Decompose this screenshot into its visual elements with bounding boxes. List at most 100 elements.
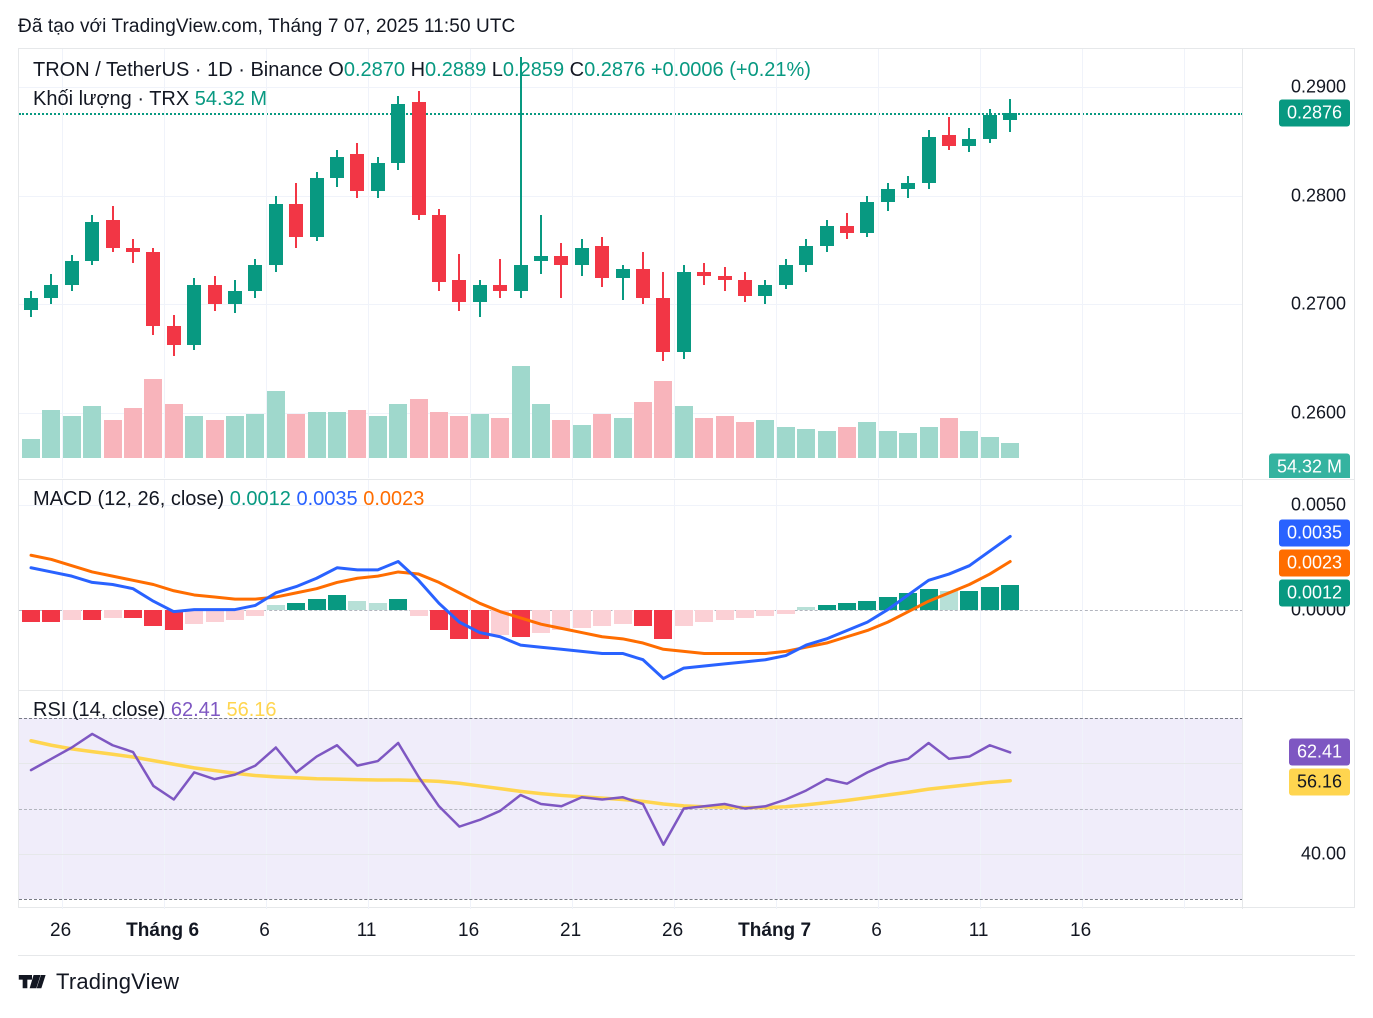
macd-histogram-bar (205, 609, 224, 623)
close-label: C (569, 59, 585, 81)
volume-bar (246, 414, 265, 458)
price-axis-label: 0.2800 (1290, 185, 1346, 206)
volume-bar (736, 422, 754, 458)
candle-body (778, 265, 793, 285)
footer: TradingView (18, 968, 179, 996)
time-axis-tick: 11 (968, 920, 989, 941)
volume-bar (980, 437, 999, 458)
macd-histogram-bar (756, 609, 775, 616)
grid-line (164, 691, 165, 909)
macd-line-value: 0.0035 (296, 488, 358, 510)
grid-line (1082, 49, 1083, 478)
time-axis[interactable]: 26 Tháng 6 6 11 16 21 26 Tháng 7 6 11 16 (18, 908, 1355, 956)
candle-body (432, 215, 446, 283)
macd-histogram-bar (368, 603, 387, 610)
macd-histogram-bar (858, 601, 877, 610)
grid-line (980, 691, 981, 909)
price-pane: 0.2900 0.2800 0.2700 0.2600 0.2876 54.32 M TR… (19, 49, 1354, 478)
macd-histogram-bar (593, 609, 612, 627)
candle-body (636, 269, 650, 298)
volume-bar (858, 422, 877, 458)
macd-hist-value: 0.0012 (229, 488, 291, 510)
grid-line (1184, 691, 1185, 909)
volume-bar (593, 414, 612, 458)
rsi-line (29, 732, 1012, 846)
macd-histogram-bar (287, 603, 306, 610)
candle-body (207, 284, 222, 305)
macd-histogram-bar (185, 609, 204, 625)
chart-container: 0.2900 0.2800 0.2700 0.2600 0.2876 54.32 M TR… (18, 48, 1355, 909)
candle-body (248, 265, 263, 292)
macd-histogram-bar (1001, 584, 1020, 610)
symbol-label[interactable]: TRON / TetherUS · 1D · Binance (33, 59, 323, 81)
rsi-grid-line (19, 808, 1243, 810)
candle-body (513, 265, 528, 292)
candle-body (819, 226, 834, 246)
grid-line (572, 49, 573, 478)
volume-bar (654, 380, 673, 458)
grid-line (776, 480, 777, 690)
rsi-grid-line (19, 763, 1243, 765)
candle-body (452, 280, 467, 303)
rsi-plot-area[interactable] (19, 691, 1243, 909)
volume-bar (899, 432, 918, 458)
credit-line: Đã tạo với TradingView.com, Tháng 7 07, … (18, 16, 516, 37)
volume-bar (878, 430, 897, 458)
brand-name: TradingView (56, 969, 180, 994)
macd-histogram-bar (532, 609, 550, 633)
time-axis-tick: 11 (356, 920, 377, 941)
volume-badge: 54.32 M (1268, 453, 1350, 478)
macd-histogram-bar (430, 609, 448, 631)
candle-body (840, 226, 854, 233)
rsi-ma-line (29, 738, 1012, 810)
candle-body (738, 280, 752, 296)
price-legend: TRON / TetherUS · 1D · Binance O0.2870 H… (33, 57, 811, 83)
rsi-axis-label: 40.00 (1300, 843, 1346, 864)
price-axis-label: 0.2900 (1290, 76, 1346, 97)
volume-legend: Khối lượng · TRX 54.32 M (33, 86, 267, 112)
grid-line (1082, 691, 1083, 909)
volume-bar (613, 418, 632, 458)
volume-bar (695, 418, 714, 458)
candle-wick (519, 56, 522, 298)
price-plot-area[interactable] (19, 49, 1243, 478)
candle-body (534, 256, 548, 261)
volume-bar (328, 412, 346, 458)
macd-histogram-bar (797, 607, 816, 610)
rsi-legend: RSI (14, close) 62.41 56.16 (33, 697, 277, 723)
macd-histogram-bar (348, 601, 367, 610)
macd-histogram-bar (22, 609, 40, 623)
grid-line (266, 691, 267, 909)
candle-body (574, 247, 589, 266)
grid-line (1184, 49, 1185, 478)
close-value: 0.2876 (584, 59, 646, 81)
macd-plot-area[interactable] (19, 480, 1243, 690)
volume-bar (817, 430, 836, 458)
candle-body (1003, 113, 1018, 120)
macd-histogram-bar (715, 609, 734, 621)
candle-body (880, 189, 895, 203)
volume-bar (185, 416, 204, 458)
macd-badge: 0.0035 (1278, 519, 1350, 547)
open-value: 0.2870 (343, 59, 406, 81)
volume-bar (940, 418, 958, 458)
rsi-title[interactable]: RSI (14, close) (33, 699, 166, 721)
volume-label[interactable]: Khối lượng · TRX (33, 88, 190, 110)
macd-histogram-bar (62, 609, 81, 621)
grid-line (1184, 480, 1185, 690)
rsi-axis[interactable]: 40.00 62.41 56.16 (1242, 691, 1354, 909)
macd-histogram-bar (164, 609, 183, 631)
volume-bar (164, 403, 183, 458)
rsi-pane: 40.00 62.41 56.16 RSI (14, close) 62.41 56… (19, 690, 1354, 909)
volume-bar (511, 366, 530, 458)
price-axis[interactable]: 0.2900 0.2800 0.2700 0.2600 0.2876 54.32 M (1242, 49, 1354, 478)
time-axis-tick: 21 (560, 920, 582, 941)
candle-body (370, 163, 385, 192)
macd-title[interactable]: MACD (12, 26, close) (33, 488, 225, 510)
candle-body (676, 271, 691, 352)
macd-axis[interactable]: 0.0050 0.0000 0.0035 0.0023 0.0012 (1242, 480, 1354, 690)
candle-body (330, 156, 344, 179)
price-axis-label: 0.2600 (1290, 402, 1346, 423)
volume-value: 54.32 M (194, 88, 268, 110)
grid-line (776, 691, 777, 909)
